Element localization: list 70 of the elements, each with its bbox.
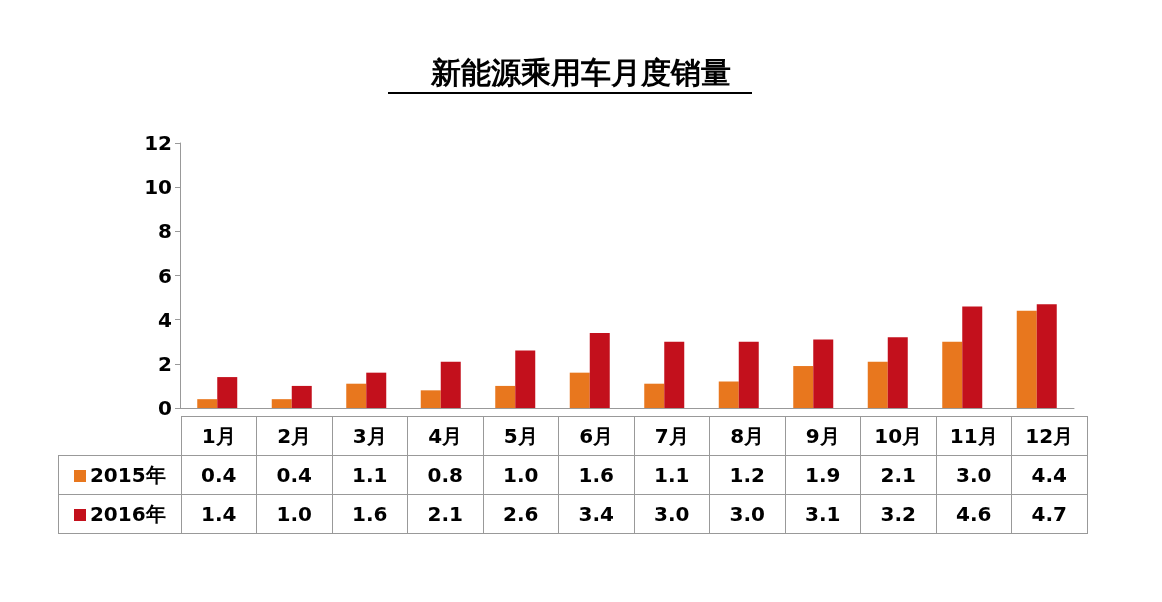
data-label: 4.7 (1011, 494, 1087, 534)
bar (813, 339, 834, 408)
data-label: 2.6 (483, 494, 559, 534)
bar (1036, 304, 1057, 408)
y-tick-label: 8 (158, 219, 172, 244)
bar (942, 341, 963, 408)
x-tick-label: 9月 (785, 416, 861, 456)
bar (515, 350, 536, 408)
x-tick-label: 12月 (1011, 416, 1087, 456)
x-tick-label: 11月 (936, 416, 1012, 456)
data-label: 0.4 (256, 455, 332, 495)
x-tick-label: 8月 (709, 416, 785, 456)
bar (569, 372, 590, 408)
data-label: 1.2 (709, 455, 785, 495)
bar (291, 385, 312, 408)
data-label: 1.4 (181, 494, 257, 534)
bar (887, 337, 908, 408)
bar (1016, 310, 1037, 408)
x-tick-label: 1月 (181, 416, 257, 456)
bar (718, 381, 739, 408)
bar (271, 399, 292, 408)
bar (346, 383, 367, 408)
data-label: 3.1 (785, 494, 861, 534)
data-label: 1.1 (332, 455, 408, 495)
bar (644, 383, 665, 408)
data-label: 3.0 (634, 494, 710, 534)
y-tick-label: 12 (144, 131, 172, 155)
data-label: 1.6 (332, 494, 408, 534)
bar (867, 361, 888, 408)
data-label: 2.1 (407, 494, 483, 534)
data-label: 1.6 (558, 455, 634, 495)
bar (495, 385, 516, 408)
data-label: 3.0 (709, 494, 785, 534)
data-label: 3.4 (558, 494, 634, 534)
x-tick-label: 2月 (256, 416, 332, 456)
y-tick-label: 6 (158, 263, 172, 288)
y-tick-label: 2 (158, 351, 172, 376)
bar (962, 306, 983, 408)
data-label: 1.9 (785, 455, 861, 495)
bar (738, 341, 759, 408)
data-label: 3.0 (936, 455, 1012, 495)
x-tick-label: 4月 (407, 416, 483, 456)
bar (366, 372, 387, 408)
data-label: 0.8 (407, 455, 483, 495)
data-label: 0.4 (181, 455, 257, 495)
y-tick-label: 4 (158, 307, 172, 332)
x-tick-label: 3月 (332, 416, 408, 456)
x-tick-label: 5月 (483, 416, 559, 456)
legend-label: 2015年 (58, 455, 181, 495)
legend-label: 2016年 (58, 494, 181, 534)
bar (793, 366, 814, 408)
data-label: 3.2 (860, 494, 936, 534)
bar (420, 390, 441, 408)
data-label: 1.0 (256, 494, 332, 534)
data-label: 4.6 (936, 494, 1012, 534)
chart-title: 新能源乘用车月度销量 (430, 54, 731, 90)
bar (440, 361, 461, 408)
y-tick-label: 10 (144, 175, 172, 200)
data-label: 4.4 (1011, 455, 1087, 495)
data-label: 1.0 (483, 455, 559, 495)
bar (197, 399, 218, 408)
x-tick-label: 7月 (634, 416, 710, 456)
x-tick-label: 10月 (860, 416, 936, 456)
bar (589, 332, 610, 408)
bar (217, 377, 238, 408)
y-tick-label: 0 (158, 396, 172, 420)
bar (664, 341, 685, 408)
data-label: 1.1 (634, 455, 710, 495)
data-label: 2.1 (860, 455, 936, 495)
x-tick-label: 6月 (558, 416, 634, 456)
